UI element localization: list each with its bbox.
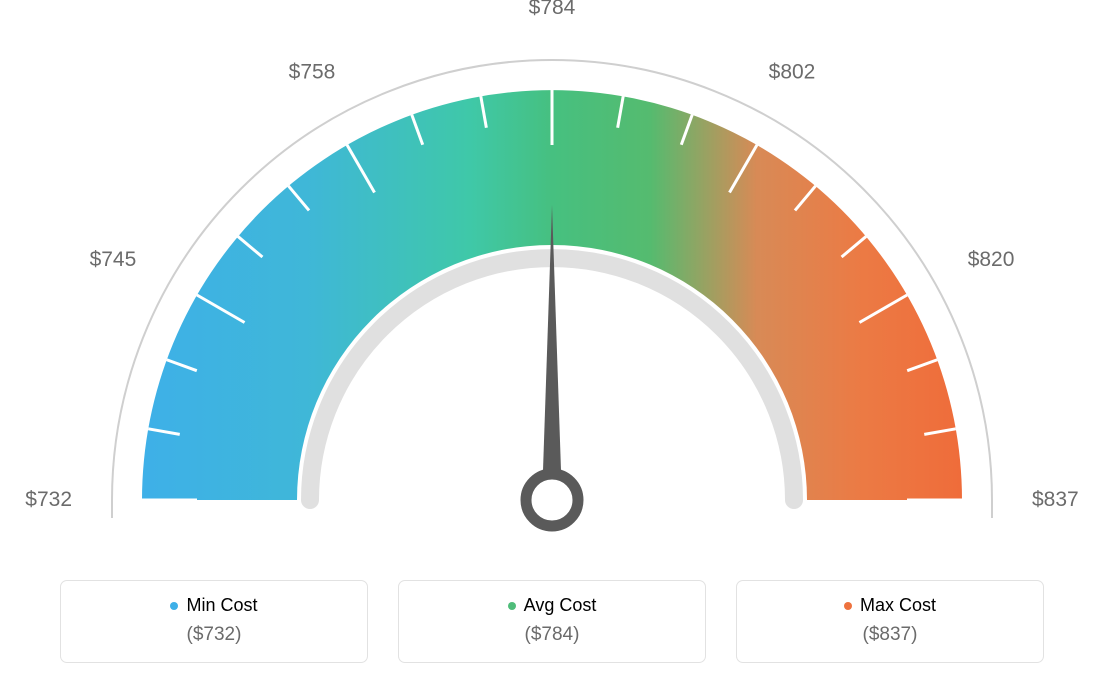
legend-label: Max Cost	[860, 595, 936, 616]
legend-label: Avg Cost	[524, 595, 597, 616]
legend-row: Min Cost ($732) Avg Cost ($784) Max Cost…	[0, 580, 1104, 663]
svg-text:$837: $837	[1032, 488, 1079, 511]
chart-container: $732 $745 $758 $784 $802 $820 $837 Min Cost ($…	[0, 0, 1104, 690]
legend-box-max: Max Cost ($837)	[736, 580, 1044, 663]
legend-value: ($784)	[409, 624, 695, 646]
gauge-chart: $732 $745 $758 $784 $802 $820 $837	[0, 0, 1104, 570]
svg-text:$784: $784	[529, 0, 576, 19]
svg-text:$732: $732	[25, 488, 72, 511]
gauge-svg: $732 $745 $758 $784 $802 $820 $837	[0, 0, 1104, 570]
dot-icon	[844, 602, 852, 610]
legend-label: Min Cost	[186, 595, 257, 616]
svg-text:$758: $758	[289, 60, 336, 83]
dot-icon	[508, 602, 516, 610]
dot-icon	[170, 602, 178, 610]
svg-text:$820: $820	[968, 248, 1015, 271]
legend-value: ($837)	[747, 624, 1033, 646]
svg-text:$745: $745	[90, 248, 137, 271]
legend-box-avg: Avg Cost ($784)	[398, 580, 706, 663]
svg-text:$802: $802	[769, 60, 816, 83]
legend-value: ($732)	[71, 624, 357, 646]
legend-box-min: Min Cost ($732)	[60, 580, 368, 663]
